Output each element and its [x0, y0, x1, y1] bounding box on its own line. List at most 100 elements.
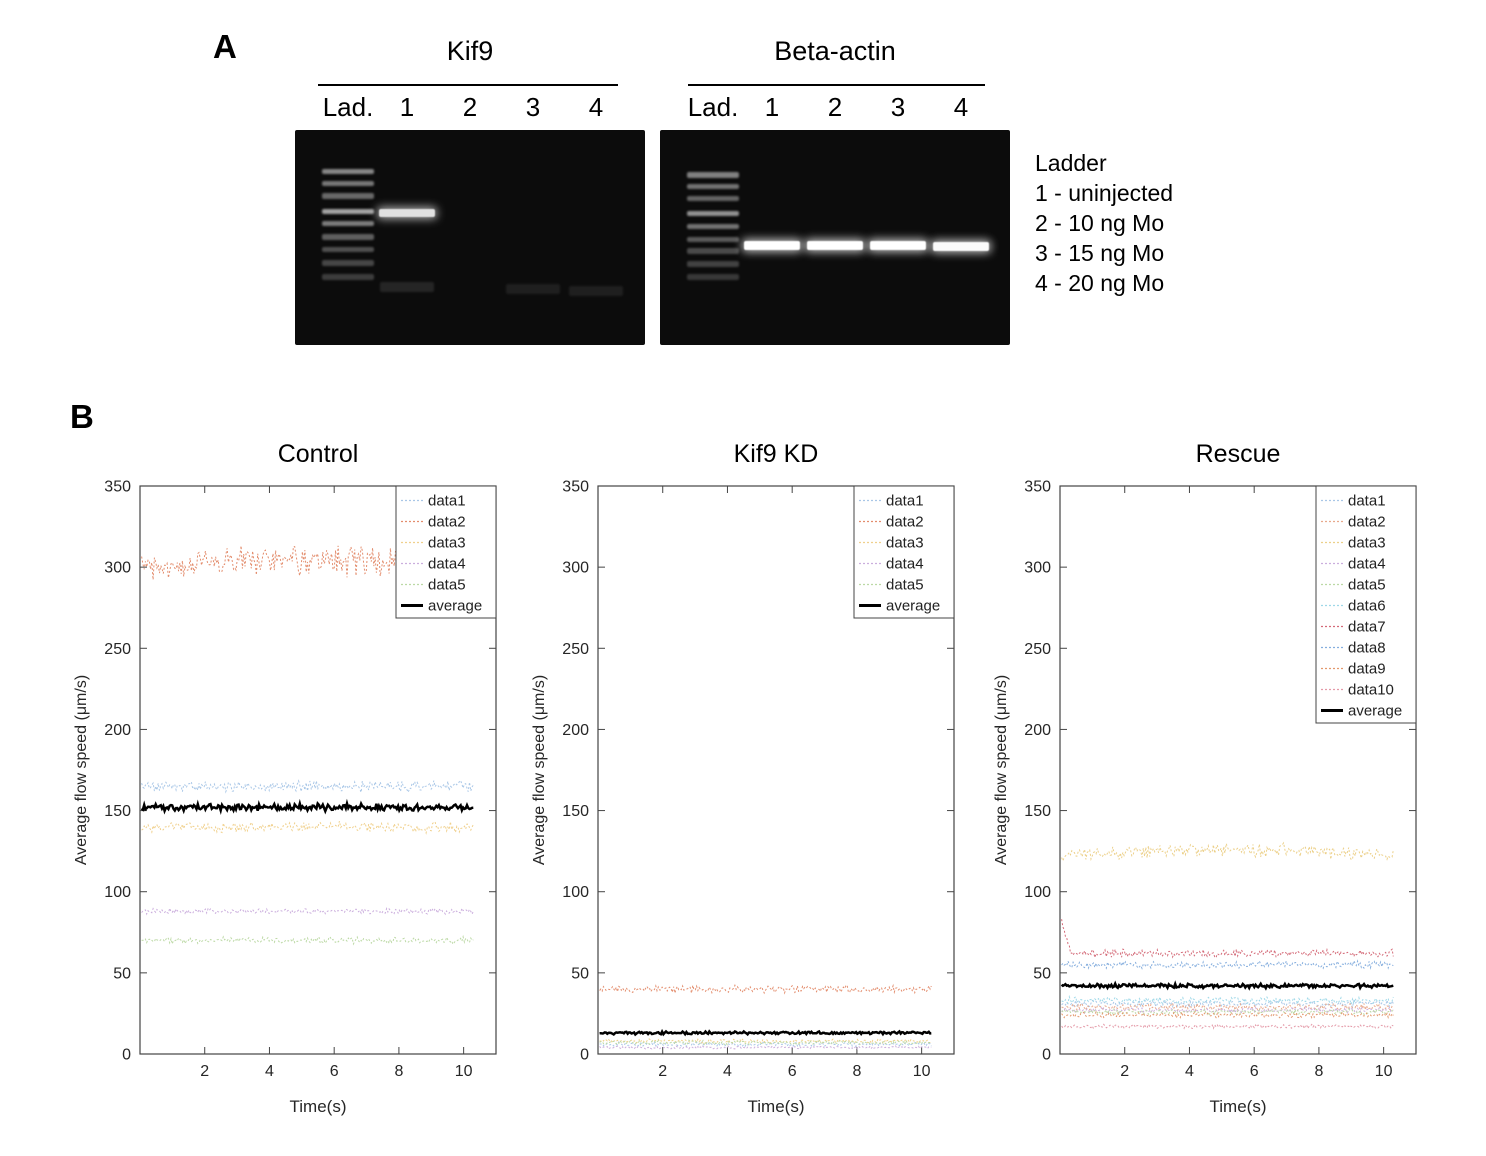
svg-text:10: 10	[1375, 1063, 1393, 1080]
svg-text:data5: data5	[1348, 577, 1386, 594]
chart-svg: 0 50 100 150 200 250 300 350 2 4 6 8 10 data1 data2 dat…	[531, 479, 955, 1116]
ladder-band	[686, 183, 739, 190]
gel-smear	[506, 284, 560, 295]
chart-control-canvas: 0 50 100 150 200 250 300 350 2 4 6 8 10 data1 data2 dat…	[70, 474, 510, 1139]
panel-a-label: A	[213, 28, 237, 65]
svg-text:6: 6	[330, 1063, 339, 1080]
chart-kif9-kd-canvas: 0 50 100 150 200 250 300 350 2 4 6 8 10 data1 data2 dat…	[528, 474, 968, 1139]
lane-label: 3	[890, 92, 906, 122]
svg-text:data5: data5	[886, 577, 924, 594]
ladder-band	[686, 236, 739, 243]
svg-text:6: 6	[788, 1063, 797, 1080]
svg-text:data9: data9	[1348, 661, 1386, 678]
svg-text:Time(s): Time(s)	[290, 1097, 347, 1116]
svg-text:0: 0	[122, 1047, 131, 1064]
chart-rescue: Rescue 0 50 100 150 200 250 300 350 2 4 6 8 10 data1 d…	[990, 440, 1430, 1140]
svg-text:2: 2	[200, 1063, 209, 1080]
svg-text:average: average	[428, 598, 482, 615]
svg-text:100: 100	[562, 884, 589, 901]
ladder-band	[321, 234, 374, 240]
svg-text:350: 350	[1024, 479, 1051, 496]
svg-text:average: average	[1348, 703, 1402, 720]
svg-text:50: 50	[113, 965, 131, 982]
gel-smear	[380, 281, 434, 292]
sample-band	[933, 242, 989, 251]
svg-text:8: 8	[394, 1063, 403, 1080]
sample-band	[744, 241, 800, 250]
svg-text:150: 150	[562, 803, 589, 820]
lane-label: Lad.	[687, 92, 739, 122]
svg-text:6: 6	[1250, 1063, 1259, 1080]
svg-text:50: 50	[571, 965, 589, 982]
gel-image-beta-actin	[660, 130, 1010, 345]
ladder-band	[686, 172, 739, 178]
panel-b-label: B	[70, 398, 94, 435]
ladder-band	[686, 223, 739, 230]
svg-text:0: 0	[1042, 1047, 1051, 1064]
lane-label: 3	[525, 92, 541, 122]
svg-text:250: 250	[1024, 641, 1051, 658]
lane-label: 2	[462, 92, 478, 122]
key-line: 4 - 20 ng Mo	[1035, 270, 1165, 296]
ladder-band	[686, 210, 739, 217]
svg-text:Time(s): Time(s)	[748, 1097, 805, 1116]
svg-text:data2: data2	[428, 514, 466, 531]
chart-kif9-kd: Kif9 KD 0 50 100 150 200 250 300 350 2 4 6 8 10 data1…	[528, 440, 968, 1140]
svg-text:4: 4	[1185, 1063, 1194, 1080]
svg-text:10: 10	[455, 1063, 473, 1080]
svg-text:300: 300	[104, 560, 131, 577]
svg-text:8: 8	[852, 1063, 861, 1080]
lane-label: 1	[399, 92, 415, 122]
key-line: 3 - 15 ng Mo	[1035, 240, 1165, 266]
chart-svg: 0 50 100 150 200 250 300 350 2 4 6 8 10 data1 data2 dat…	[73, 479, 497, 1116]
chart-rescue-title: Rescue	[1195, 440, 1281, 468]
ladder-band	[321, 274, 374, 280]
lane-label: 1	[764, 92, 780, 122]
ladder-band	[686, 195, 739, 202]
svg-text:50: 50	[1033, 965, 1051, 982]
svg-text:data6: data6	[1348, 598, 1386, 615]
gel-smear	[569, 286, 623, 297]
svg-text:data1: data1	[428, 493, 466, 510]
svg-text:data4: data4	[1348, 556, 1386, 573]
sample-band	[807, 241, 863, 250]
chart-rescue-canvas: 0 50 100 150 200 250 300 350 2 4 6 8 10 data1 data2 dat…	[990, 474, 1430, 1139]
gel-beta-actin-underline	[688, 84, 985, 86]
svg-text:data3: data3	[886, 535, 924, 552]
svg-text:average: average	[886, 598, 940, 615]
svg-text:0: 0	[580, 1047, 589, 1064]
svg-text:2: 2	[1120, 1063, 1129, 1080]
svg-text:10: 10	[913, 1063, 931, 1080]
ladder-band	[321, 193, 374, 199]
gel-beta-actin-lane-labels: Lad. 1 2 3 4	[660, 92, 1010, 124]
ladder-band	[686, 274, 739, 280]
gel-kif9-underline	[318, 84, 618, 86]
svg-text:2: 2	[658, 1063, 667, 1080]
svg-text:4: 4	[723, 1063, 732, 1080]
svg-text:150: 150	[1024, 803, 1051, 820]
ladder-band	[686, 261, 739, 267]
svg-text:200: 200	[104, 722, 131, 739]
svg-text:100: 100	[1024, 884, 1051, 901]
svg-text:data1: data1	[886, 493, 924, 510]
svg-text:data5: data5	[428, 577, 466, 594]
lane-label: Lad.	[322, 92, 374, 122]
ladder-band	[321, 208, 374, 215]
svg-text:data3: data3	[1348, 535, 1386, 552]
lane-label: 4	[588, 92, 604, 122]
svg-text:data1: data1	[1348, 493, 1386, 510]
chart-control-title: Control	[277, 440, 359, 468]
svg-text:250: 250	[562, 641, 589, 658]
svg-text:250: 250	[104, 641, 131, 658]
svg-text:4: 4	[265, 1063, 274, 1080]
svg-text:data4: data4	[428, 556, 466, 573]
ladder-band	[686, 248, 739, 254]
svg-text:100: 100	[104, 884, 131, 901]
svg-text:350: 350	[104, 479, 131, 496]
svg-text:data2: data2	[886, 514, 924, 531]
key-line: 1 - uninjected	[1035, 180, 1174, 206]
svg-text:data7: data7	[1348, 619, 1386, 636]
svg-text:Time(s): Time(s)	[1210, 1097, 1267, 1116]
gel-kif9-title: Kif9	[446, 36, 494, 66]
